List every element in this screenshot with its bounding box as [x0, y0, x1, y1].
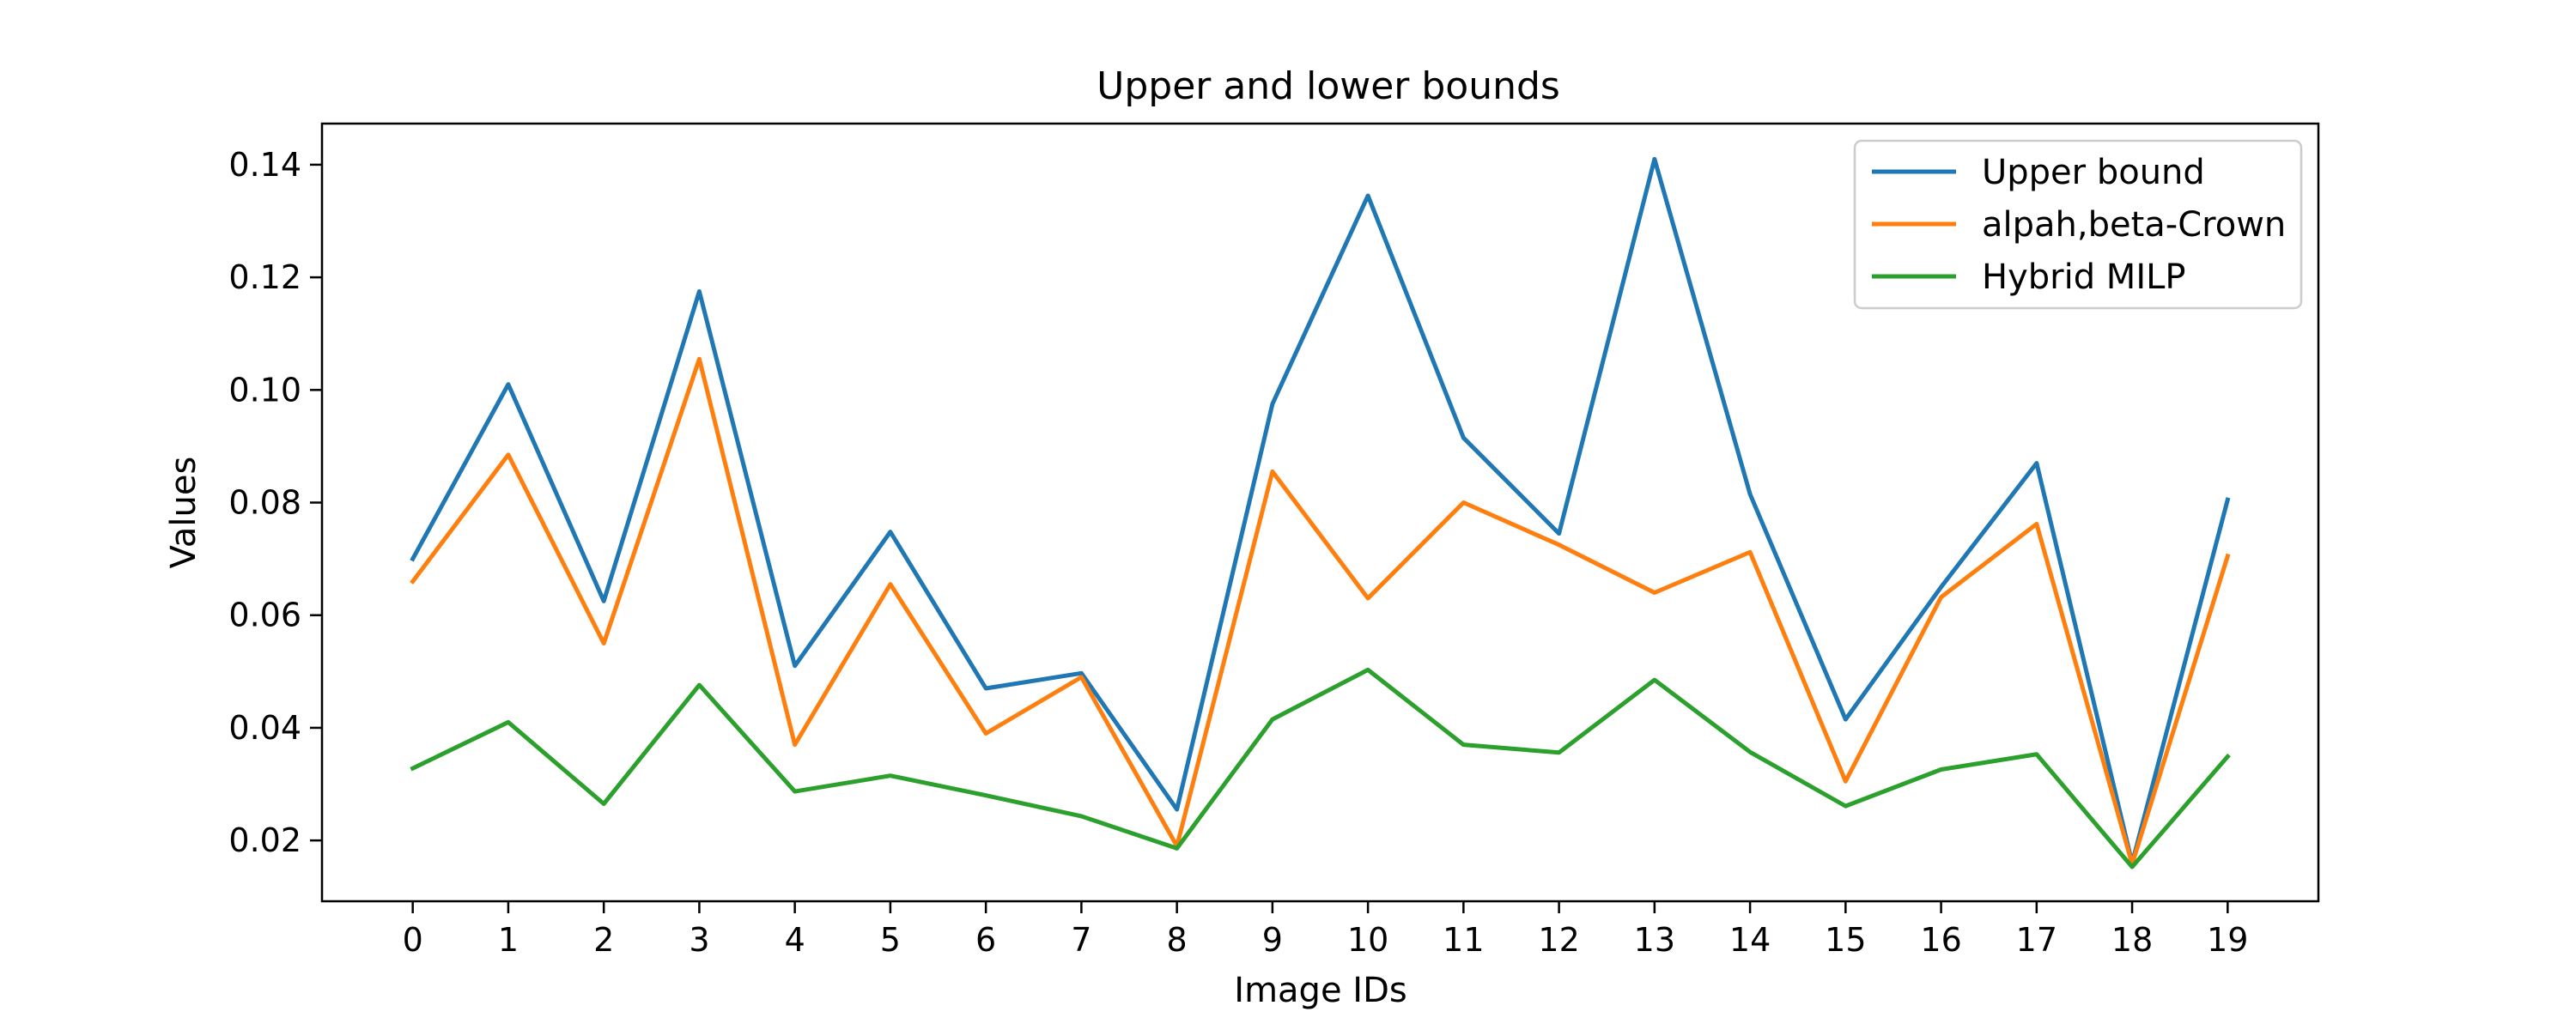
- y-tick-label: 0.04: [228, 709, 301, 747]
- x-tick-label: 2: [593, 921, 614, 959]
- x-tick-label: 17: [2016, 921, 2057, 959]
- x-tick-label: 3: [689, 921, 709, 959]
- x-tick-label: 4: [785, 921, 805, 959]
- y-tick-label: 0.06: [228, 597, 301, 634]
- series-line-upper-bound: [410, 156, 2231, 865]
- x-tick-label: 11: [1443, 921, 1484, 959]
- y-axis: 0.02 0.04 0.06 0.08 0.10 0.12 0.14: [228, 146, 322, 859]
- x-axis-label: Image IDs: [1234, 971, 1406, 1010]
- legend-box: [1853, 139, 2303, 310]
- y-tick-label: 0.12: [228, 258, 301, 296]
- x-tick-label: 8: [1167, 921, 1188, 959]
- y-axis-label: Values: [164, 457, 204, 569]
- x-tick-label: 0: [403, 921, 423, 959]
- y-tick-label: 0.10: [228, 371, 301, 409]
- x-tick-label: 6: [975, 921, 996, 959]
- series-line-alpah-beta-crown: [410, 356, 2231, 867]
- chart-title: Upper and lower bounds: [1097, 64, 1560, 108]
- x-tick-label: 5: [880, 921, 901, 959]
- series-layer: [410, 156, 2231, 869]
- x-tick-label: 9: [1262, 921, 1283, 959]
- legend-label: Upper bound: [1982, 153, 2205, 192]
- legend-label: Hybrid MILP: [1982, 258, 2186, 297]
- legend-label: alpah,beta-Crown: [1982, 205, 2286, 245]
- x-tick-label: 16: [1920, 921, 1961, 959]
- x-tick-label: 12: [1538, 921, 1579, 959]
- x-tick-label: 13: [1634, 921, 1675, 959]
- y-tick-label: 0.02: [228, 821, 301, 859]
- x-tick-label: 10: [1347, 921, 1388, 959]
- x-tick-label: 7: [1071, 921, 1091, 959]
- plot-area: [320, 122, 2320, 903]
- series-line-hybrid-milp: [410, 667, 2231, 869]
- y-tick-label: 0.14: [228, 146, 301, 184]
- x-tick-label: 14: [1729, 921, 1771, 959]
- x-tick-label: 19: [2207, 921, 2248, 959]
- x-tick-label: 1: [498, 921, 519, 959]
- x-axis: 0 1 2 3 4 5 6 7 8 9 10 11 12 13 14 15 16 17 18 19: [403, 901, 2248, 959]
- legend: Upper bound alpah,beta-Crown Hybrid MILP: [1853, 139, 2303, 310]
- x-tick-label: 18: [2111, 921, 2153, 959]
- y-tick-label: 0.08: [228, 484, 301, 522]
- x-tick-label: 15: [1825, 921, 1866, 959]
